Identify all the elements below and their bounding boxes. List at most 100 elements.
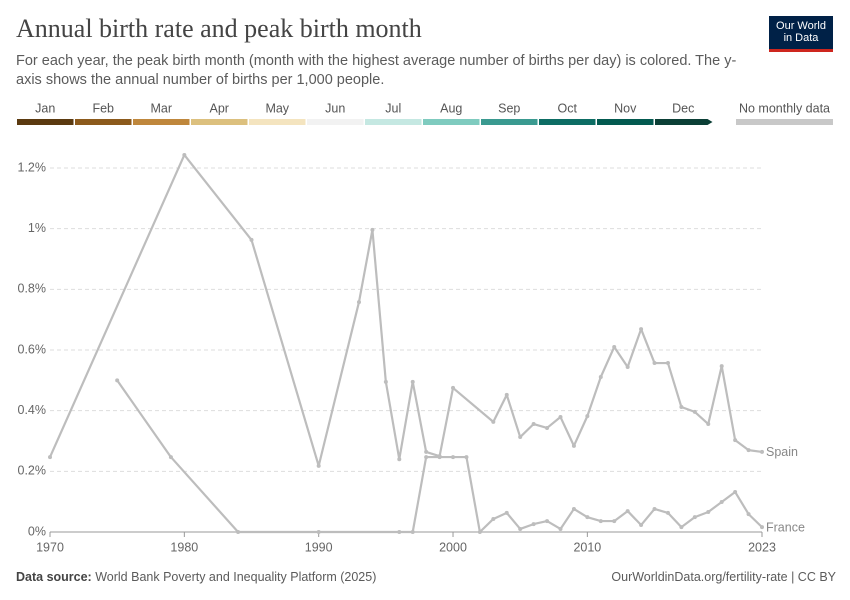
chart-subtitle: For each year, the peak birth month (mon…	[16, 53, 737, 88]
series-label: Spain	[766, 445, 798, 459]
source: Data source: World Bank Poverty and Ineq…	[16, 570, 376, 584]
x-tick-label: 1970	[36, 540, 64, 554]
point	[182, 152, 187, 157]
chart-title: Annual birth rate and peak birth month	[16, 14, 422, 43]
point	[48, 455, 52, 460]
point	[665, 361, 670, 366]
point	[679, 525, 684, 530]
legend-swatch	[191, 119, 248, 125]
point	[558, 415, 563, 420]
point	[545, 519, 550, 524]
point	[760, 525, 764, 530]
point	[612, 344, 617, 349]
point	[760, 449, 764, 454]
point	[692, 409, 697, 414]
line	[48, 153, 763, 467]
point	[612, 519, 617, 524]
y-tick-label: 1.2%	[18, 160, 47, 174]
point	[733, 489, 738, 494]
legend-swatch	[133, 119, 190, 125]
point	[115, 378, 120, 383]
logo-text: Our World	[776, 20, 826, 32]
legend-swatch	[307, 119, 364, 125]
point	[451, 455, 456, 460]
point	[437, 455, 442, 460]
y-tick-label: 0.8%	[18, 282, 47, 296]
point	[585, 515, 590, 520]
point	[545, 425, 550, 430]
point	[424, 455, 429, 460]
legend-label: May	[265, 101, 289, 115]
point	[316, 463, 321, 468]
y-tick-label: 0.2%	[18, 464, 47, 478]
legend-swatch	[423, 119, 480, 125]
point	[518, 526, 523, 531]
point	[639, 523, 644, 528]
point	[504, 392, 509, 397]
legend-label: Nov	[614, 101, 637, 115]
point	[706, 422, 711, 427]
point	[719, 364, 724, 369]
point	[571, 443, 576, 448]
point	[236, 530, 241, 534]
legend-swatch	[365, 119, 422, 125]
point	[692, 515, 697, 520]
point	[625, 364, 630, 369]
point	[518, 435, 523, 440]
legend-label: Feb	[92, 101, 114, 115]
point	[585, 414, 590, 419]
x-tick-label: 2010	[573, 540, 601, 554]
point	[168, 455, 173, 460]
x-tick-label: 1990	[305, 540, 333, 554]
y-tick-label: 0.4%	[18, 403, 47, 417]
y-tick-label: 0%	[28, 524, 46, 538]
source-url[interactable]: OurWorldinData.org/fertility-rate | CC B…	[611, 570, 836, 584]
point	[477, 530, 482, 534]
legend-label: Jan	[35, 101, 55, 115]
point	[464, 455, 469, 460]
point	[625, 509, 630, 514]
point	[370, 227, 375, 232]
x-tick-label: 2023	[748, 540, 776, 554]
legend-label: Aug	[440, 101, 462, 115]
legend-swatch	[481, 119, 538, 125]
point	[451, 385, 456, 390]
point	[397, 530, 402, 534]
point	[424, 449, 429, 454]
point	[316, 530, 321, 534]
point	[531, 522, 536, 527]
point	[571, 506, 576, 511]
legend-swatch	[17, 119, 74, 125]
point	[410, 379, 415, 384]
legend-label: Jul	[385, 101, 401, 115]
logo[interactable]: Our World in Data	[769, 16, 833, 52]
legend-label: Sep	[498, 101, 520, 115]
series-label: France	[766, 520, 805, 534]
legend-label: Apr	[210, 101, 229, 115]
point	[356, 300, 361, 305]
legend-swatch	[655, 119, 713, 125]
point	[397, 457, 402, 462]
legend-label: Mar	[150, 101, 172, 115]
point	[383, 379, 388, 384]
point	[598, 519, 603, 524]
legend-label: Dec	[672, 101, 694, 115]
point	[558, 526, 563, 531]
legend-label: No monthly data	[739, 101, 830, 115]
legend-swatch	[736, 119, 833, 125]
source-label: Data source:	[16, 570, 92, 584]
point	[706, 509, 711, 514]
point	[504, 510, 509, 515]
legend-swatch	[539, 119, 596, 125]
x-tick-label: 1980	[170, 540, 198, 554]
point	[639, 327, 644, 332]
point	[491, 516, 496, 521]
legend-swatch	[75, 119, 132, 125]
point	[249, 237, 254, 242]
point	[679, 405, 684, 410]
legend-label: Oct	[558, 101, 578, 115]
point	[746, 448, 751, 453]
line	[116, 379, 763, 534]
